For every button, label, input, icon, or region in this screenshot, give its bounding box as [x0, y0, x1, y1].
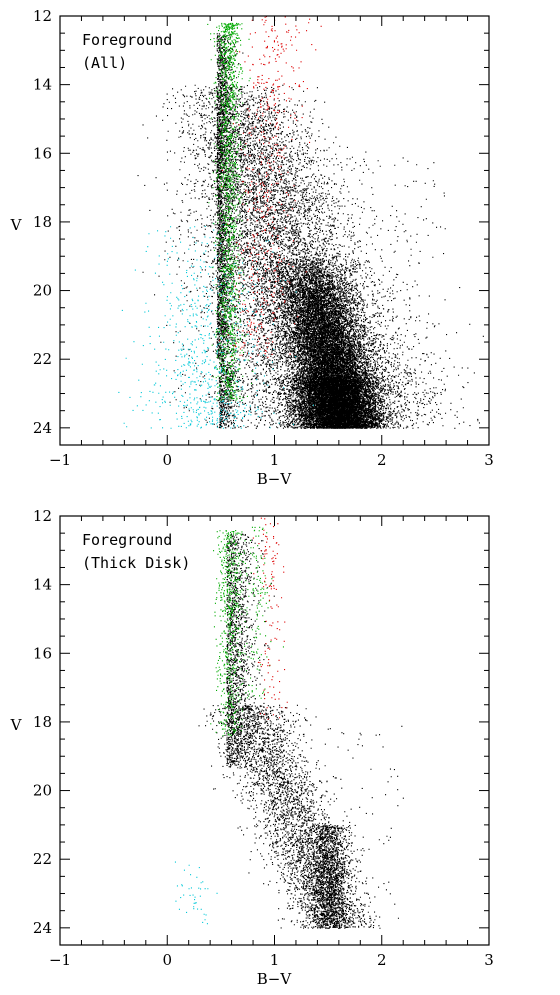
y-tick-label: 20 — [33, 282, 52, 300]
points-red — [252, 517, 288, 720]
y-tick-label: 22 — [33, 350, 52, 368]
y-tick-label: 18 — [33, 713, 52, 731]
x-tick-label: 3 — [484, 951, 494, 969]
x-tick-label: 0 — [162, 451, 172, 469]
points-layer-2 — [174, 517, 404, 929]
y-tick-label: 18 — [33, 213, 52, 231]
annotation-line1-1: Foreground — [82, 31, 172, 49]
x-tick-label: −1 — [49, 951, 71, 969]
annotation-line2-1: (All) — [82, 54, 127, 72]
y-tick-label: 22 — [33, 850, 52, 868]
x-tick-label: 1 — [270, 951, 280, 969]
y-axis-label-1: V — [10, 216, 23, 234]
y-tick-label: 16 — [33, 644, 52, 662]
points-layer-1 — [118, 16, 484, 429]
y-tick-label: 14 — [33, 576, 52, 594]
x-tick-label: 2 — [377, 451, 387, 469]
x-tick-label: −1 — [49, 451, 71, 469]
annotation-line2-2: (Thick Disk) — [82, 554, 190, 572]
x-tick-label: 0 — [162, 951, 172, 969]
y-tick-label: 12 — [33, 7, 52, 25]
points-cyan — [118, 222, 314, 429]
x-tick-label: 3 — [484, 451, 494, 469]
y-axis-label-2: V — [10, 716, 23, 734]
x-axis-label-2: B−V — [257, 970, 293, 988]
y-tick-label: 14 — [33, 76, 52, 94]
x-tick-label: 2 — [377, 951, 387, 969]
y-tick-label: 24 — [33, 419, 52, 437]
points-cyan — [174, 861, 218, 925]
y-tick-label: 24 — [33, 919, 52, 937]
y-tick-label: 20 — [33, 782, 52, 800]
points-black — [137, 33, 484, 429]
y-tick-label: 12 — [33, 507, 52, 525]
points-green — [207, 22, 254, 402]
x-tick-label: 1 — [270, 451, 280, 469]
plot-frame-1 — [59, 15, 490, 446]
points-black — [198, 533, 404, 929]
annotation-line1-2: Foreground — [82, 531, 172, 549]
y-tick-label: 16 — [33, 144, 52, 162]
x-axis-label-1: B−V — [257, 470, 293, 488]
